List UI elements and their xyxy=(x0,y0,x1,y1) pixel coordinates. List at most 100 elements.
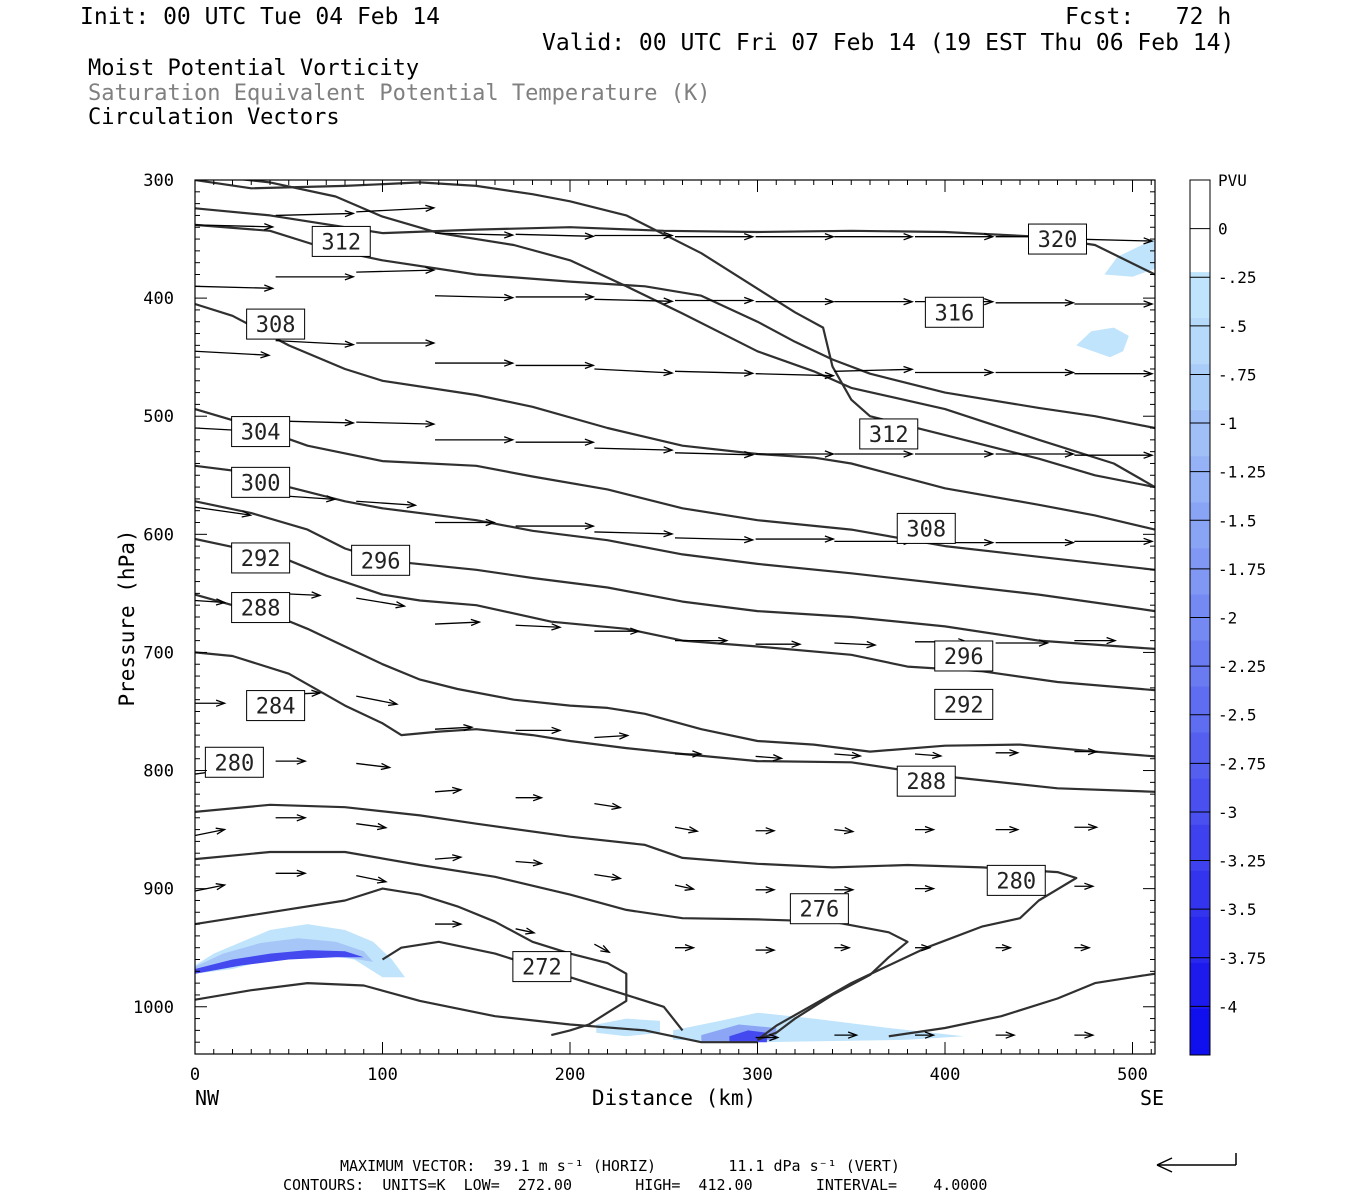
vector-shaft xyxy=(356,875,386,883)
circulation-vector xyxy=(594,368,675,377)
circulation-vector xyxy=(675,296,755,305)
contour-label-box xyxy=(896,512,956,544)
circulation-vector xyxy=(356,339,436,347)
vector-head xyxy=(296,869,308,878)
vector-head xyxy=(684,883,696,891)
colorbar: 0 -.25 -.5 -.75 -1 -1.25 -1.5 -1.75 -2 -2.25 -2.5 -… xyxy=(1189,179,1266,1056)
contour-label-text: 308 xyxy=(256,313,296,338)
circulation-vector xyxy=(195,598,227,606)
contour-label-box xyxy=(231,466,291,498)
circulation-vector xyxy=(515,232,596,240)
vector-shaft xyxy=(356,823,386,829)
vector-head xyxy=(532,859,544,867)
contour-label-text: 292 xyxy=(944,693,984,718)
contour-label: 292 xyxy=(934,688,994,720)
vector-head xyxy=(551,623,562,631)
vector-head xyxy=(1143,537,1154,546)
field-title-theta-es: Saturation Equivalent Potential Temperat… xyxy=(88,81,711,106)
contour-label-text: 296 xyxy=(361,549,401,574)
colorbar-label: -.75 xyxy=(1218,365,1257,384)
contour-label-box xyxy=(246,690,306,722)
circulation-vector xyxy=(755,827,776,835)
colorbar-label: 0 xyxy=(1218,220,1228,239)
vector-head xyxy=(743,369,755,377)
vector-head xyxy=(932,751,943,760)
colorbar-swatch xyxy=(1190,686,1210,734)
circulation-vector xyxy=(995,639,1050,647)
vector-shaft xyxy=(515,928,535,934)
contour-label-box xyxy=(934,640,994,672)
colorbar-swatch xyxy=(1190,962,1210,1010)
circulation-vector xyxy=(674,369,755,377)
vector-head xyxy=(1084,882,1095,891)
circulation-vector xyxy=(195,506,253,518)
vector-shaft xyxy=(195,599,225,604)
contour-280 xyxy=(888,972,1155,1038)
init-time: Init: 00 UTC Tue 04 Feb 14 xyxy=(80,4,441,30)
colorbar-swatch xyxy=(1190,640,1210,688)
circulation-vector xyxy=(515,623,562,631)
vector-head xyxy=(452,920,463,928)
colorbar-swatch xyxy=(1190,778,1210,826)
colorbar-label: -.5 xyxy=(1218,317,1247,336)
vector-head xyxy=(584,438,596,446)
circulation-vector xyxy=(755,232,836,241)
vector-head xyxy=(772,754,784,762)
vector-head xyxy=(1087,747,1099,756)
vector-shaft xyxy=(434,789,461,793)
vector-head xyxy=(663,368,675,377)
circulation-vector xyxy=(755,640,802,648)
vector-head xyxy=(791,640,802,648)
vector-shaft xyxy=(356,500,416,506)
circulation-vector xyxy=(356,762,392,771)
circulation-vector xyxy=(515,927,536,935)
vector-head xyxy=(983,232,995,241)
circulation-vector xyxy=(915,943,932,952)
vector-head xyxy=(1087,823,1099,831)
vector-head xyxy=(584,361,596,370)
vector-head xyxy=(452,786,463,795)
field-title-vectors: Circulation Vectors xyxy=(88,105,340,130)
contour-label-box xyxy=(231,542,291,574)
circulation-vector xyxy=(195,699,227,707)
vector-head xyxy=(551,726,562,735)
contour-label: 288 xyxy=(231,592,291,624)
vector-shaft xyxy=(434,295,513,299)
vector-shaft xyxy=(434,621,480,625)
vector-head xyxy=(1143,237,1155,245)
pv-shading xyxy=(195,239,1155,1043)
circulation-vector xyxy=(356,500,418,509)
colorbar-swatch xyxy=(1190,364,1210,411)
vector-head xyxy=(1080,943,1092,952)
vector-head xyxy=(618,732,630,740)
contour-280 xyxy=(195,651,1155,793)
circulation-vector xyxy=(515,726,562,735)
vector-shaft xyxy=(594,298,673,302)
circulation-vector xyxy=(755,886,776,894)
contour-label-box xyxy=(351,544,411,576)
vector-head xyxy=(470,618,482,627)
contour-label: 308 xyxy=(896,512,956,544)
circulation-vector xyxy=(755,371,836,380)
circulation-vector xyxy=(1074,747,1099,756)
contour-label: 292 xyxy=(231,542,291,574)
contour-label-text: 276 xyxy=(800,898,840,923)
colorbar-swatch xyxy=(1190,318,1210,365)
y-tick-label: 800 xyxy=(143,762,174,782)
vector-head xyxy=(921,943,932,952)
colorbar-swatch xyxy=(1190,916,1210,964)
contour-label-box xyxy=(231,416,291,448)
vector-head xyxy=(425,420,436,428)
circulation-vector xyxy=(995,749,1020,757)
theta-es-contours xyxy=(195,180,1155,1044)
vector-head xyxy=(532,793,544,802)
vector-head xyxy=(376,876,388,884)
circulation-vector xyxy=(515,293,596,301)
vector-shaft xyxy=(515,860,542,865)
circulation-vector xyxy=(435,359,515,367)
vector-shaft xyxy=(434,232,513,236)
vector-shaft xyxy=(515,624,561,628)
vector-head xyxy=(743,450,755,459)
circulation-vector xyxy=(995,1031,1016,1039)
